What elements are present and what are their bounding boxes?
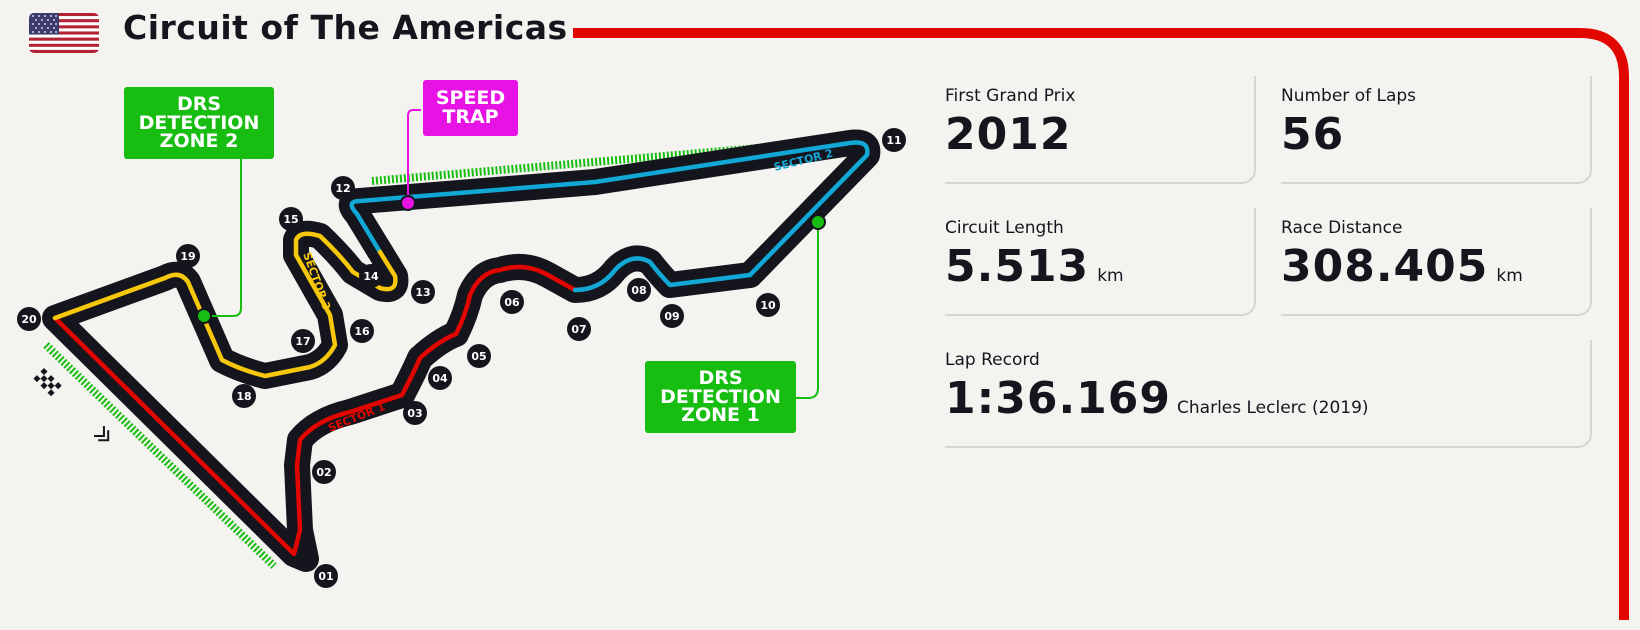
svg-text:05: 05 bbox=[471, 350, 486, 363]
svg-text:20: 20 bbox=[21, 313, 37, 326]
race-distance-label: Race Distance bbox=[1281, 218, 1403, 238]
turn-marker-08: 08 bbox=[627, 278, 651, 302]
turn-marker-12: 12 bbox=[331, 176, 355, 200]
sector-2-line bbox=[349, 140, 870, 293]
svg-text:07: 07 bbox=[571, 323, 586, 336]
stat-card-laps: Number of Laps 56 bbox=[1281, 76, 1592, 184]
drs-1-connector bbox=[796, 222, 819, 399]
lap-record-label: Lap Record bbox=[945, 350, 1040, 370]
drs-detection-zone-2-label: DRS DETECTION ZONE 2 bbox=[124, 87, 274, 159]
speed-trap-point bbox=[400, 195, 416, 211]
stat-card-circuit-length: Circuit Length 5.513 km bbox=[945, 208, 1256, 316]
track-map: SECTOR 1 SECTOR 2 SECTOR 3 01 02 03 04 0… bbox=[17, 109, 906, 588]
circuit-length-row: 5.513 km bbox=[945, 241, 1124, 292]
turn-marker-06: 06 bbox=[500, 290, 524, 314]
drs-detection-zone-1-label: DRS DETECTION ZONE 1 bbox=[645, 361, 796, 433]
lap-record-value: 1:36.169 bbox=[945, 373, 1172, 424]
svg-text:11: 11 bbox=[886, 134, 901, 147]
drs-zone-straight-main bbox=[43, 342, 277, 569]
turn-marker-18: 18 bbox=[232, 384, 256, 408]
turn-marker-10: 10 bbox=[756, 293, 780, 317]
svg-text:12: 12 bbox=[335, 182, 350, 195]
svg-text:19: 19 bbox=[180, 250, 195, 263]
laps-label: Number of Laps bbox=[1281, 86, 1417, 106]
direction-arrow-icon bbox=[94, 426, 110, 442]
circuit-length-unit: km bbox=[1097, 266, 1124, 286]
drs-zone-straight-top bbox=[371, 144, 759, 185]
turn-marker-07: 07 bbox=[567, 317, 591, 341]
svg-text:01: 01 bbox=[318, 570, 333, 583]
turn-marker-17: 17 bbox=[291, 329, 315, 353]
svg-text:04: 04 bbox=[432, 372, 448, 385]
svg-text:06: 06 bbox=[504, 296, 520, 309]
svg-text:02: 02 bbox=[316, 466, 331, 479]
turn-marker-15: 15 bbox=[279, 207, 303, 231]
lap-record-row: 1:36.169 Charles Leclerc (2019) bbox=[945, 373, 1369, 424]
laps-value: 56 bbox=[1281, 109, 1345, 160]
svg-text:10: 10 bbox=[760, 299, 776, 312]
stat-card-lap-record: Lap Record 1:36.169 Charles Leclerc (2019… bbox=[945, 340, 1592, 448]
race-distance-row: 308.405 km bbox=[1281, 241, 1523, 292]
turn-marker-14: 14 bbox=[359, 264, 383, 288]
svg-text:14: 14 bbox=[363, 270, 379, 283]
svg-text:09: 09 bbox=[664, 310, 679, 323]
svg-text:17: 17 bbox=[295, 335, 310, 348]
usa-flag-icon bbox=[29, 13, 99, 53]
speed-trap-label: SPEED TRAP bbox=[423, 80, 518, 136]
speed-trap-connector bbox=[407, 109, 421, 203]
svg-text:08: 08 bbox=[631, 284, 646, 297]
drs-1-detection-point bbox=[810, 214, 826, 230]
circuit-length-label: Circuit Length bbox=[945, 218, 1064, 238]
turn-marker-02: 02 bbox=[312, 460, 336, 484]
turn-marker-09: 09 bbox=[660, 304, 684, 328]
circuit-length-value: 5.513 bbox=[945, 241, 1090, 292]
stat-card-first-gp: First Grand Prix 2012 bbox=[945, 76, 1256, 184]
turn-marker-03: 03 bbox=[403, 401, 427, 425]
first-gp-label: First Grand Prix bbox=[945, 86, 1076, 106]
drs-2-detection-point bbox=[196, 308, 212, 324]
race-distance-unit: km bbox=[1496, 266, 1523, 286]
svg-text:16: 16 bbox=[354, 325, 370, 338]
turn-marker-20: 20 bbox=[17, 307, 41, 331]
svg-text:13: 13 bbox=[415, 286, 430, 299]
first-gp-value: 2012 bbox=[945, 109, 1072, 160]
svg-text:15: 15 bbox=[283, 213, 298, 226]
stat-card-race-distance: Race Distance 308.405 km bbox=[1281, 208, 1592, 316]
turn-marker-01: 01 bbox=[314, 564, 338, 588]
turn-marker-19: 19 bbox=[176, 244, 200, 268]
lap-record-holder: Charles Leclerc (2019) bbox=[1177, 398, 1369, 418]
chequered-flag-icon bbox=[33, 368, 62, 397]
sector-1-line bbox=[52, 264, 578, 557]
turn-marker-13: 13 bbox=[411, 280, 435, 304]
circuit-title: Circuit of The Americas bbox=[123, 8, 568, 47]
turn-marker-05: 05 bbox=[467, 344, 491, 368]
turn-marker-11: 11 bbox=[882, 128, 906, 152]
turn-marker-16: 16 bbox=[350, 319, 374, 343]
svg-text:18: 18 bbox=[236, 390, 251, 403]
svg-text:03: 03 bbox=[407, 407, 422, 420]
race-distance-value: 308.405 bbox=[1281, 241, 1489, 292]
drs-2-connector bbox=[204, 159, 242, 317]
turn-marker-04: 04 bbox=[428, 366, 452, 390]
